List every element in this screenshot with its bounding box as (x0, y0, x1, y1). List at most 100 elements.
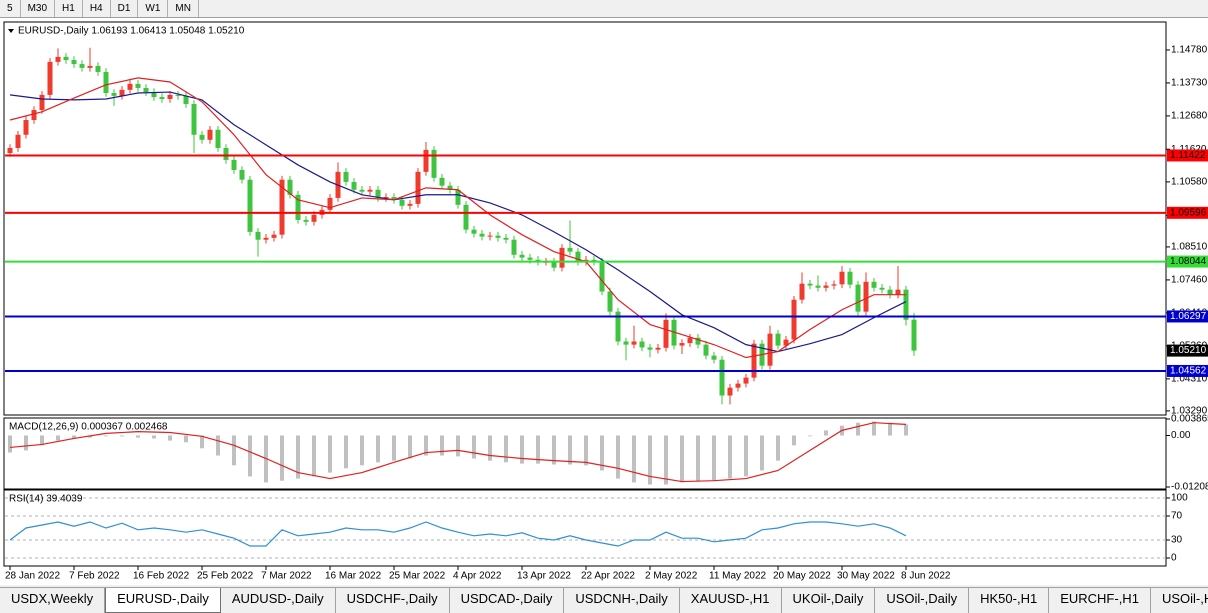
price-level-label: 1.09596 (1170, 207, 1207, 218)
chart-tab[interactable]: UKOil-,Daily (782, 588, 876, 613)
candle-body (479, 233, 485, 237)
candle-body (607, 291, 613, 312)
chart-tab[interactable]: XAUUSD-,H1 (680, 588, 782, 613)
chart-tab[interactable]: HK50-,H1 (969, 588, 1050, 613)
candle-body (255, 231, 261, 240)
x-tick-label: 30 May 2022 (837, 571, 895, 582)
price-level-label: 1.11422 (1170, 150, 1206, 161)
candle-body (71, 60, 77, 65)
collapse-arrow[interactable] (8, 29, 14, 33)
timeframe-button[interactable]: MN (168, 0, 199, 17)
candle-body (191, 103, 197, 135)
histogram-bar (792, 435, 796, 446)
chart-tab[interactable]: USDCNH-,Daily (564, 588, 680, 613)
timeframe-button[interactable]: M30 (21, 0, 56, 17)
candle-body (423, 149, 429, 172)
candle-body (399, 199, 405, 206)
candle-body (519, 254, 525, 258)
candle-body (31, 109, 37, 121)
histogram-bar (24, 435, 28, 451)
candle-body (119, 89, 125, 96)
chart-tab[interactable]: USDX,Weekly (0, 588, 106, 613)
indicator-line (9, 91, 907, 353)
histogram-bar (680, 435, 684, 483)
chart-tab[interactable]: EURUSD-,Daily (105, 588, 221, 613)
price-level-label: 1.04562 (1170, 366, 1207, 377)
timeframe-button[interactable]: D1 (111, 0, 139, 17)
histogram-bar (440, 435, 444, 456)
histogram-bar (856, 422, 860, 436)
chart-tab[interactable]: USOil-,H4 (1151, 588, 1208, 613)
candle-body (823, 285, 829, 288)
y-tick-label: 1.14780 (1171, 45, 1208, 56)
histogram-bar (904, 424, 908, 436)
candle-body (231, 159, 237, 170)
candle-body (447, 185, 453, 190)
x-tick-label: 7 Mar 2022 (261, 571, 312, 582)
histogram-bar (8, 435, 12, 453)
candle-body (847, 271, 853, 285)
candle-body (63, 56, 69, 61)
timeframe-button[interactable]: H4 (83, 0, 111, 17)
chart-window: 1.14780 1.13730 1.12680 1.11620 1.10580 1.095… (0, 18, 1208, 585)
candle-body (95, 65, 101, 72)
histogram-bar (824, 430, 828, 436)
candle-body (47, 61, 53, 95)
histogram-bar (888, 422, 892, 436)
candle-body (871, 281, 877, 288)
histogram-bar (568, 435, 572, 465)
histogram-bar (184, 435, 188, 443)
candle-body (751, 343, 757, 378)
candle-body (15, 134, 21, 148)
candle-body (743, 377, 749, 384)
histogram-bar (360, 435, 364, 466)
candle-body (359, 189, 365, 192)
timeframe-button[interactable]: 5 (0, 0, 21, 17)
histogram-bar (88, 435, 92, 438)
chart-tab[interactable]: USOil-,Daily (875, 588, 970, 613)
y-tick-label: 100 (1171, 493, 1188, 504)
chart-tab[interactable]: AUDUSD-,Daily (221, 588, 336, 613)
x-tick-label: 11 May 2022 (709, 571, 767, 582)
candle-body (55, 56, 61, 62)
candle-body (887, 289, 893, 295)
histogram-bar (664, 435, 668, 485)
candle-body (455, 189, 461, 205)
histogram-bar (584, 435, 588, 466)
candle-body (775, 333, 781, 346)
x-tick-label: 22 Apr 2022 (581, 571, 635, 582)
rsi-panel (3, 489, 1167, 567)
chart-tab[interactable]: EURCHF-,H1 (1049, 588, 1151, 613)
histogram-bar (424, 435, 428, 456)
candle-body (207, 129, 213, 140)
candle-body (695, 337, 701, 345)
y-tick-label: 1.07460 (1171, 275, 1208, 286)
candle-body (439, 177, 445, 186)
chart-tab[interactable]: USDCAD-,Daily (450, 588, 565, 613)
y-tick-label: 1.03290 (1171, 406, 1208, 417)
y-tick-label: 0.00 (1171, 430, 1191, 441)
timeframe-button[interactable]: H1 (55, 0, 83, 17)
candle-body (295, 194, 301, 220)
candle-body (487, 235, 493, 237)
candle-body (271, 234, 277, 238)
candle-body (79, 64, 85, 68)
histogram-bar (536, 435, 540, 464)
histogram-bar (56, 435, 60, 441)
x-tick-label: 16 Mar 2022 (325, 571, 382, 582)
candle-body (527, 257, 533, 260)
candle-body (791, 299, 797, 340)
indicator-line (9, 422, 907, 483)
candle-body (735, 383, 741, 388)
timeframe-button[interactable]: W1 (138, 0, 169, 17)
candle-body (7, 147, 13, 153)
candle-body (167, 94, 173, 99)
x-tick-label: 25 Mar 2022 (389, 571, 446, 582)
candle-body (511, 239, 517, 255)
x-tick-label: 2 May 2022 (645, 571, 698, 582)
panel-title: RSI(14) 39.4039 (9, 494, 83, 505)
candle-body (159, 97, 165, 99)
chart-tab[interactable]: USDCHF-,Daily (336, 588, 450, 613)
candle-body (223, 147, 229, 160)
candle-body (351, 181, 357, 190)
